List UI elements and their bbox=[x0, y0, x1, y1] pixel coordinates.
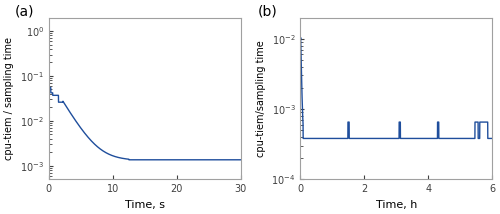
Text: (a): (a) bbox=[14, 5, 34, 19]
X-axis label: Time, h: Time, h bbox=[376, 200, 417, 210]
Y-axis label: cpu-tiem / sampling time: cpu-tiem / sampling time bbox=[4, 37, 15, 160]
Y-axis label: cpu-tiem/sampling time: cpu-tiem/sampling time bbox=[256, 40, 266, 157]
X-axis label: Time, s: Time, s bbox=[125, 200, 165, 210]
Text: (b): (b) bbox=[258, 5, 278, 19]
